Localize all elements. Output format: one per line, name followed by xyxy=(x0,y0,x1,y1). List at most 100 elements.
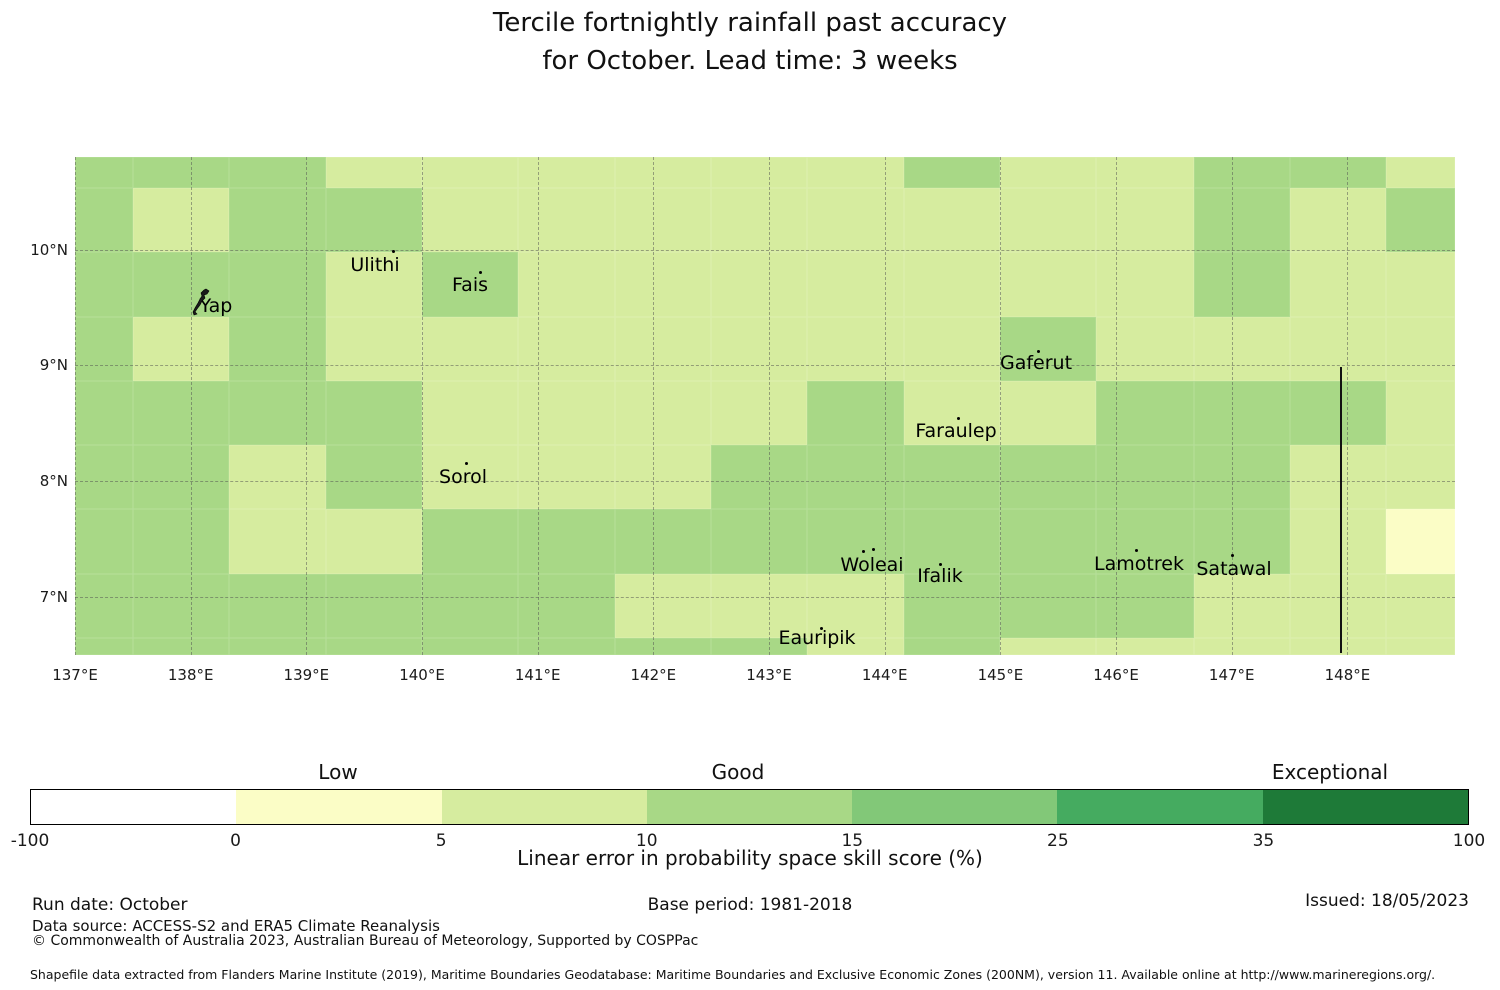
colorbar-segment-0-5 xyxy=(236,790,442,824)
grid-cell xyxy=(615,573,712,638)
grid-cell xyxy=(518,157,616,189)
grid-cell xyxy=(518,573,616,638)
grid-cell xyxy=(518,316,616,381)
run-date-text: Run date: October xyxy=(32,895,188,915)
grid-cell xyxy=(326,380,422,446)
grid-cell xyxy=(1385,251,1455,317)
grid-cell xyxy=(228,316,326,381)
grid-cell xyxy=(807,637,905,655)
grid-cell xyxy=(1193,509,1290,574)
x-axis-tick-label: 143°E xyxy=(746,666,792,684)
grid-cell xyxy=(904,573,1001,638)
grid-cell xyxy=(422,380,519,446)
grid-cell xyxy=(904,445,1001,510)
colorbar-tick-label: 25 xyxy=(1047,831,1069,851)
grid-cell xyxy=(132,380,229,446)
x-axis-tick-label: 148°E xyxy=(1324,666,1371,684)
island-label-satawal: Satawal xyxy=(1196,558,1272,580)
island-label-lamotrek: Lamotrek xyxy=(1094,553,1184,575)
grid-cell xyxy=(1385,316,1455,381)
island-label-yap: Yap xyxy=(199,295,233,317)
data-source-text: Data source: ACCESS-S2 and ERA5 Climate … xyxy=(32,917,440,935)
island-marker-fais xyxy=(478,270,482,274)
grid-cell xyxy=(904,316,1001,381)
colorbar-tick-label: -100 xyxy=(10,831,50,851)
grid-cell xyxy=(1385,637,1455,655)
grid-cell xyxy=(326,316,422,381)
island-shape-yap xyxy=(192,288,214,316)
grid-cell xyxy=(904,637,1001,655)
grid-cell xyxy=(904,380,1001,446)
island-label-ulithi: Ulithi xyxy=(350,254,400,276)
grid-cell xyxy=(422,509,519,574)
grid-cell xyxy=(615,157,712,189)
grid-cell xyxy=(1096,573,1194,638)
grid-cell xyxy=(615,251,712,317)
grid-cell xyxy=(1385,509,1455,574)
grid-cell xyxy=(326,445,422,510)
grid-cell xyxy=(615,188,712,252)
grid-cell xyxy=(422,188,519,252)
grid-cell xyxy=(1385,445,1455,510)
grid-cell xyxy=(518,637,616,655)
grid-cell xyxy=(904,157,1001,189)
grid-cell xyxy=(326,157,422,189)
grid-cell xyxy=(75,316,133,381)
colorbar-segment-35-100 xyxy=(1262,790,1468,824)
island-label-fais: Fais xyxy=(451,274,489,296)
graticule-meridian xyxy=(1116,157,1118,655)
grid-cell xyxy=(807,380,905,446)
grid-cell xyxy=(228,157,326,189)
colorbar xyxy=(30,789,1469,825)
colorbar-segment-<0 xyxy=(31,790,237,824)
grid-cell xyxy=(1000,445,1097,510)
copyright-text: © Commonwealth of Australia 2023, Austra… xyxy=(32,933,699,949)
grid-cell xyxy=(711,157,808,189)
grid-cell xyxy=(1000,316,1097,381)
island-marker-lamotrek xyxy=(1134,548,1138,552)
grid-cell xyxy=(75,380,133,446)
island-marker-woleai xyxy=(861,549,865,553)
grid-cell xyxy=(1289,509,1386,574)
colorbar-tick-label: 100 xyxy=(1452,831,1486,851)
grid-cell xyxy=(1096,157,1194,189)
x-axis-tick-label: 140°E xyxy=(399,666,445,684)
grid-cell xyxy=(711,380,808,446)
grid-cell xyxy=(615,316,712,381)
grid-cell xyxy=(1385,188,1455,252)
grid-cell xyxy=(1193,380,1290,446)
grid-cell xyxy=(132,251,229,317)
grid-cell xyxy=(75,251,133,317)
grid-cell xyxy=(1193,637,1290,655)
grid-cell xyxy=(422,251,519,317)
maritime-boundary-line xyxy=(1340,367,1342,653)
grid-cell xyxy=(422,573,519,638)
grid-cell xyxy=(132,316,229,381)
island-marker-faraulep xyxy=(956,416,960,420)
grid-cell xyxy=(228,445,326,510)
grid-cell xyxy=(326,509,422,574)
shapefile-note-text: Shapefile data extracted from Flanders M… xyxy=(30,967,1436,982)
grid-cell xyxy=(711,445,808,510)
grid-cell xyxy=(1000,509,1097,574)
grid-cell xyxy=(1096,380,1194,446)
graticule-meridian xyxy=(769,157,771,655)
grid-cell xyxy=(132,509,229,574)
island-label-gaferut: Gaferut xyxy=(999,352,1073,374)
grid-cell xyxy=(1096,188,1194,252)
island-marker-ifalik xyxy=(938,562,942,566)
island-label-woleai: Woleai xyxy=(840,554,904,576)
colorbar-segment-15-25 xyxy=(852,790,1058,824)
grid-cell xyxy=(807,316,905,381)
graticule-meridian xyxy=(422,157,424,655)
grid-cell xyxy=(1385,573,1455,638)
rainfall-accuracy-map: Yap Ulithi Fais Sorol Gaferut Faraulep Woleai I… xyxy=(75,157,1455,655)
island-marker-ulithi xyxy=(391,249,395,253)
grid-cell xyxy=(132,637,229,655)
grid-cell xyxy=(75,573,133,638)
grid-cell xyxy=(1193,251,1290,317)
colorbar-tick-label: 35 xyxy=(1252,831,1275,851)
y-axis-tick-label: 10°N xyxy=(30,240,68,259)
grid-cell xyxy=(1385,157,1455,189)
